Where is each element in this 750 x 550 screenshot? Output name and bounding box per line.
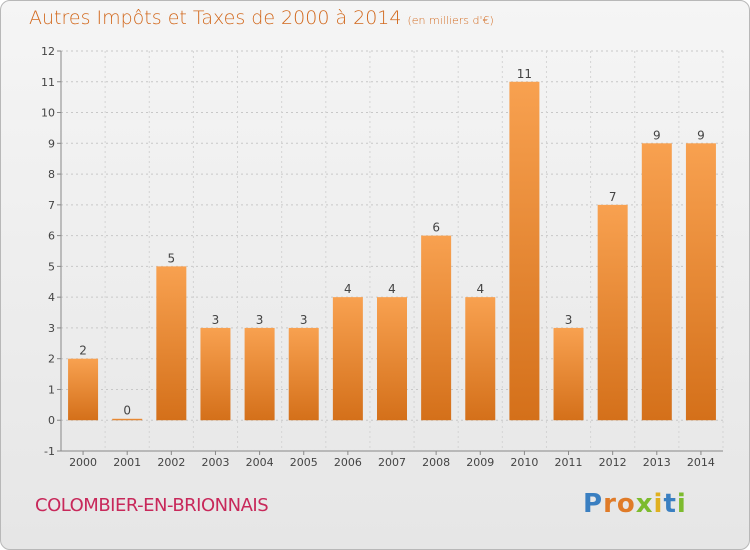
data-label: 5 <box>168 251 176 265</box>
proxiti-logo: Proxiti <box>583 489 687 519</box>
y-tick-label: 6 <box>48 230 55 243</box>
data-label: 11 <box>517 67 532 81</box>
bar <box>377 297 407 421</box>
data-label: 9 <box>653 128 661 142</box>
bar <box>641 143 672 421</box>
data-label: 0 <box>123 404 131 418</box>
bar <box>553 327 584 421</box>
data-label: 4 <box>476 282 484 296</box>
x-tick-label: 2006 <box>334 456 362 469</box>
bar <box>332 297 363 421</box>
y-tick-label: 7 <box>48 199 55 212</box>
y-tick-label: 12 <box>41 45 55 58</box>
y-tick-label: 4 <box>48 291 55 304</box>
bar <box>509 81 540 421</box>
commune-name: COLOMBIER-EN-BRIONNAIS <box>35 495 269 516</box>
chart-subtitle: (en milliers d'€) <box>407 14 494 27</box>
logo-letter: r <box>603 489 617 519</box>
logo-letter: P <box>583 489 604 519</box>
data-label: 4 <box>388 282 396 296</box>
bar <box>112 418 143 421</box>
x-tick-label: 2011 <box>555 456 583 469</box>
bar <box>68 358 99 421</box>
y-tick-label: 11 <box>41 76 55 89</box>
y-tick-label: -1 <box>44 445 55 458</box>
x-tick-label: 2007 <box>378 456 406 469</box>
data-label: 6 <box>432 221 440 235</box>
data-label: 7 <box>609 190 617 204</box>
x-tick-label: 2010 <box>510 456 538 469</box>
logo-letter: i <box>676 489 687 519</box>
logo-letter: o <box>616 489 636 519</box>
bar <box>421 235 452 421</box>
x-tick-label: 2012 <box>599 456 627 469</box>
data-label: 3 <box>300 313 308 327</box>
data-label: 3 <box>212 313 220 327</box>
bar <box>156 266 187 421</box>
x-tick-label: 2005 <box>290 456 318 469</box>
y-tick-label: 10 <box>41 107 55 120</box>
x-tick-label: 2014 <box>687 456 715 469</box>
x-tick-label: 2013 <box>643 456 671 469</box>
logo-letter: t <box>663 489 677 519</box>
bar <box>200 327 231 421</box>
data-label: 3 <box>256 313 264 327</box>
chart-title: Autres Impôts et Taxes de 2000 à 2014 (en… <box>29 7 494 29</box>
data-label: 3 <box>565 313 573 327</box>
logo-letter: x <box>635 489 654 519</box>
y-tick-label: 3 <box>48 322 55 335</box>
y-tick-label: 1 <box>48 383 55 396</box>
x-tick-label: 2001 <box>113 456 141 469</box>
y-tick-label: 0 <box>48 414 55 427</box>
y-tick-label: 9 <box>48 137 55 150</box>
x-tick-label: 2004 <box>246 456 274 469</box>
y-tick-label: 8 <box>48 168 55 181</box>
y-tick-label: 2 <box>48 353 55 366</box>
bar <box>465 297 496 421</box>
bar <box>288 327 319 421</box>
data-label: 2 <box>79 344 87 358</box>
data-label: 9 <box>697 128 705 142</box>
data-label: 4 <box>344 282 352 296</box>
bar <box>597 204 628 421</box>
x-tick-label: 2002 <box>157 456 185 469</box>
logo-letter: i <box>653 489 664 519</box>
x-tick-label: 2009 <box>466 456 494 469</box>
x-tick-label: 2008 <box>422 456 450 469</box>
bar <box>244 327 275 421</box>
y-tick-label: 5 <box>48 260 55 273</box>
x-tick-label: 2003 <box>201 456 229 469</box>
x-tick-label: 2000 <box>69 456 97 469</box>
bar <box>685 143 716 421</box>
